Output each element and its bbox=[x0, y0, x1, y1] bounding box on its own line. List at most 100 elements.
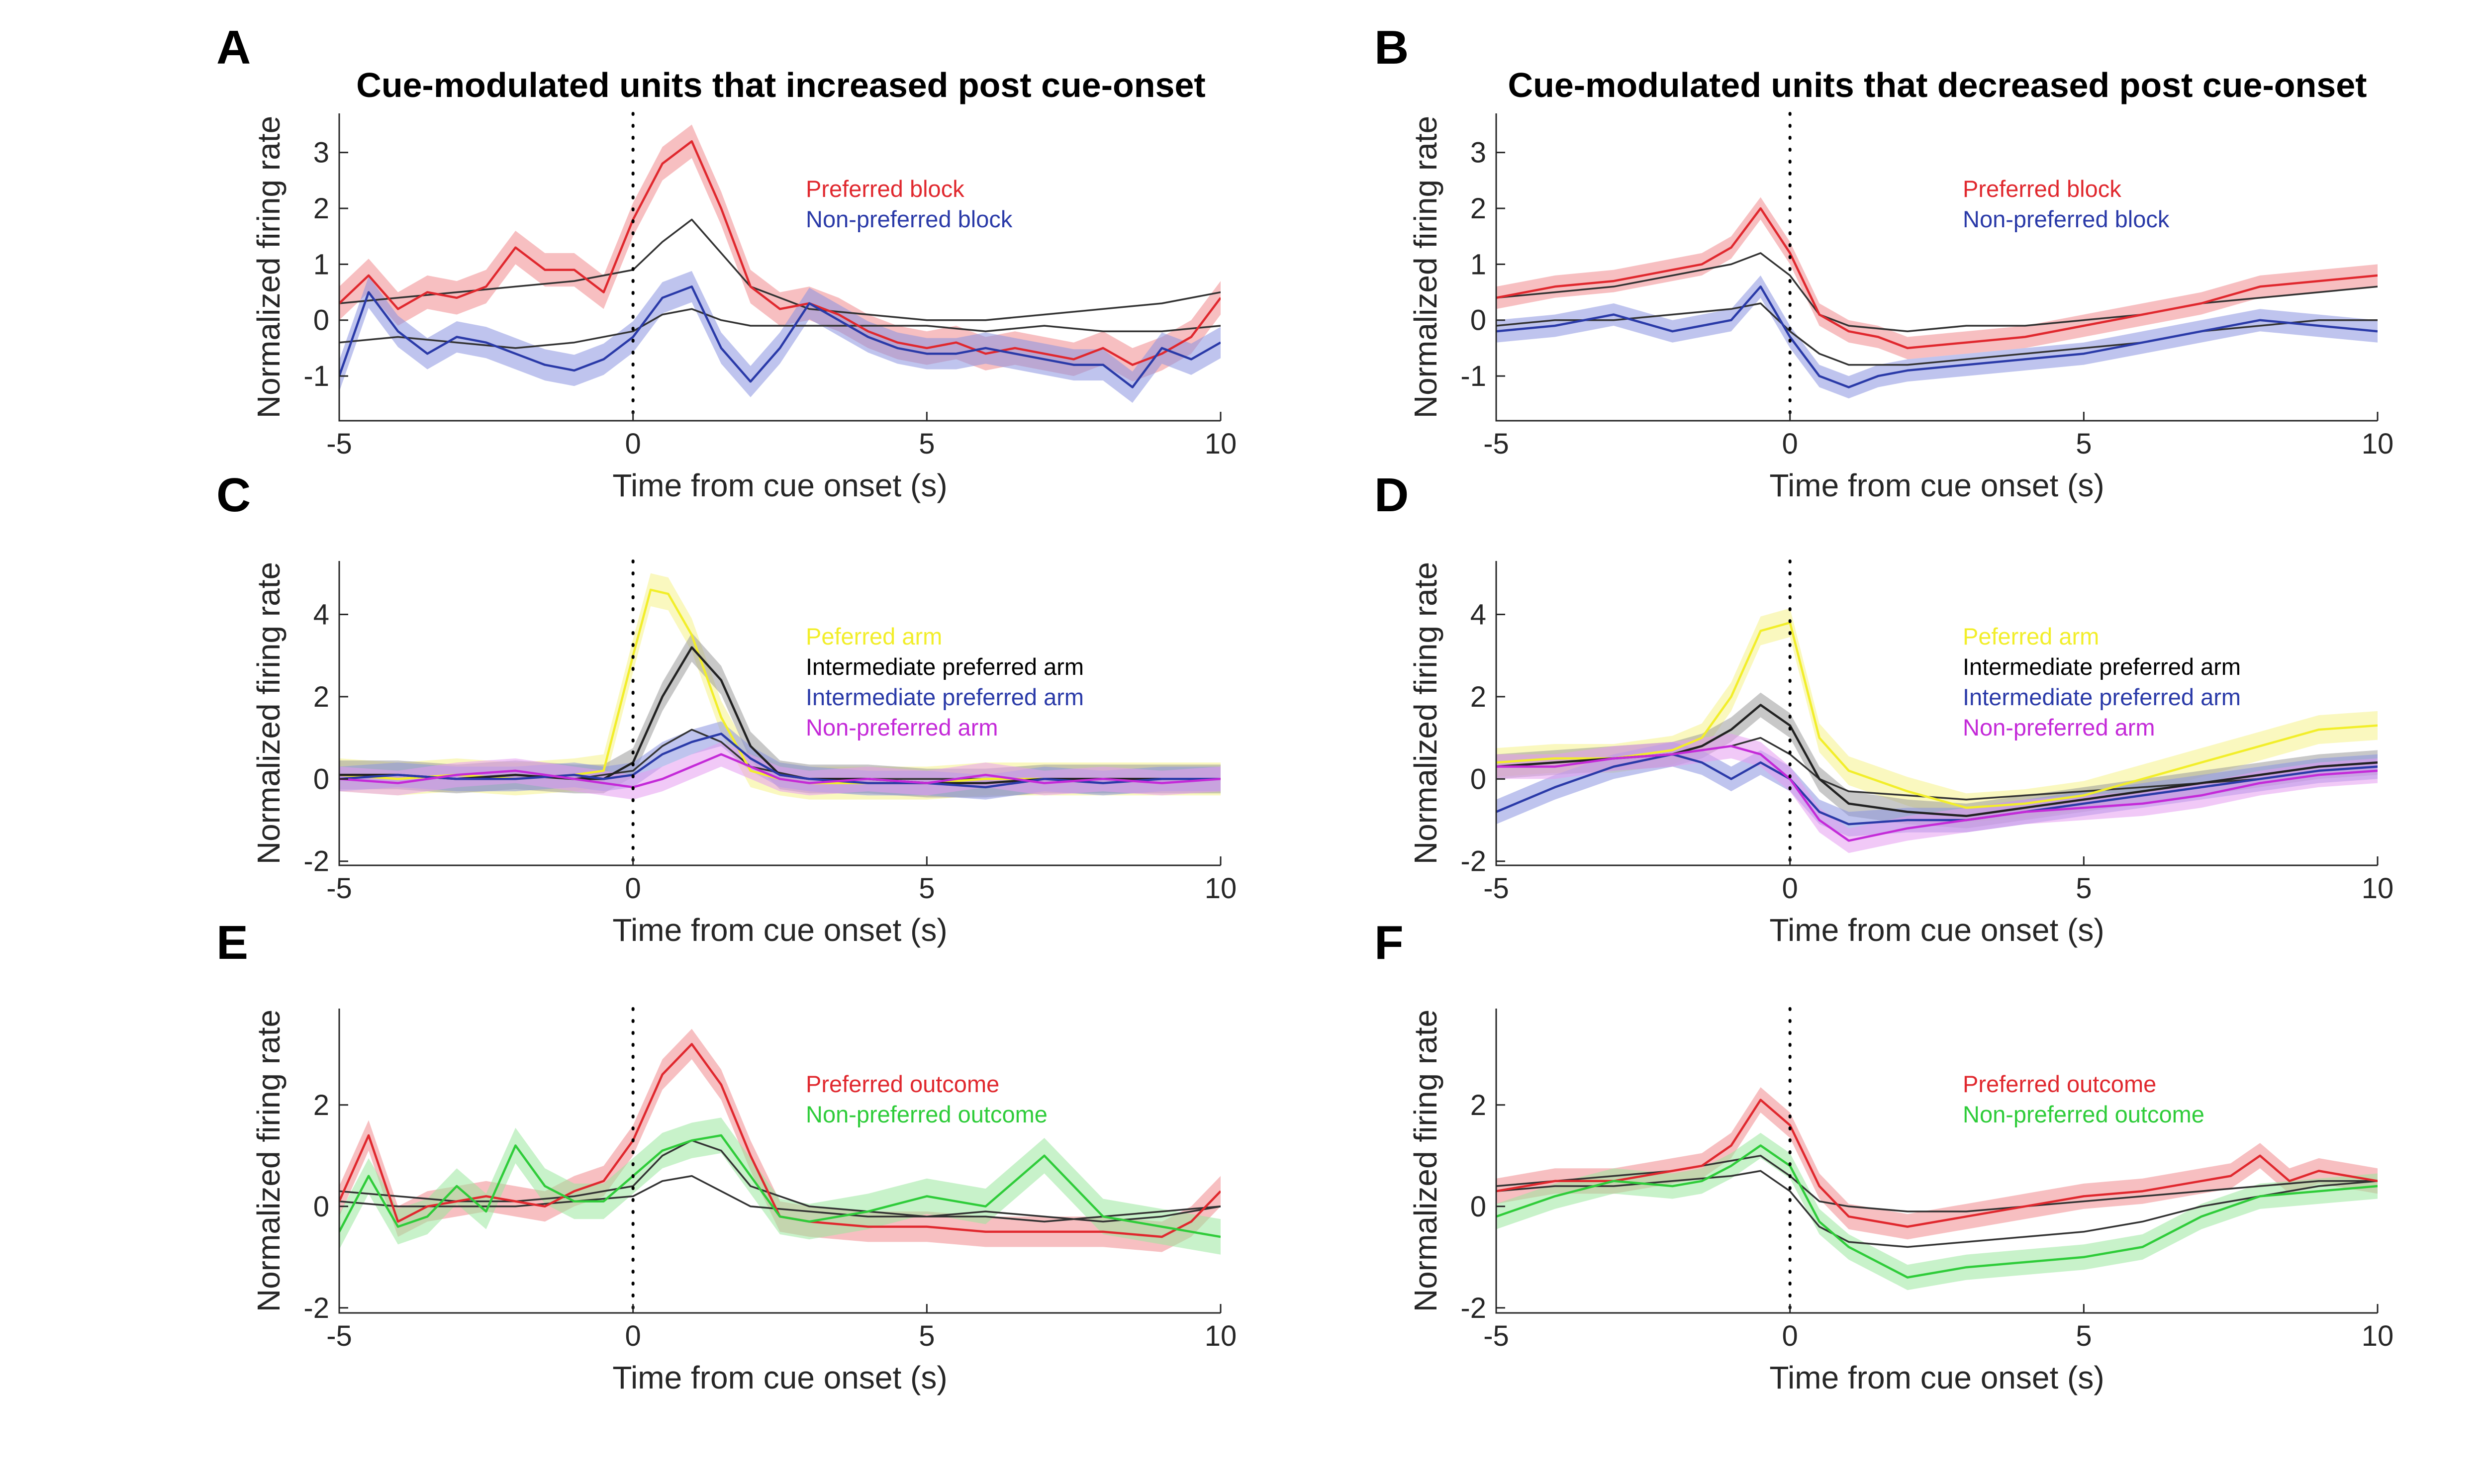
y-tick-label-c: -2 bbox=[303, 845, 329, 878]
y-tick-label-d: 4 bbox=[1470, 599, 1486, 631]
y-tick-label-d: -2 bbox=[1460, 845, 1486, 878]
x-tick-label-f: -5 bbox=[1483, 1320, 1509, 1352]
series-line-a-non-preferred-block-1 bbox=[339, 285, 1221, 388]
y-tick-label-e: 0 bbox=[313, 1191, 329, 1223]
x-tick-label-c: 5 bbox=[919, 872, 935, 905]
plot-area-a bbox=[339, 124, 1221, 403]
legend-entry-d-peferred-arm: Peferred arm bbox=[1963, 623, 2099, 649]
y-tick-label-a: 2 bbox=[313, 192, 329, 225]
x-tick-label-f: 10 bbox=[2362, 1320, 2394, 1352]
sem-band-b-0 bbox=[1496, 197, 2378, 360]
y-tick-label-f: -2 bbox=[1460, 1292, 1486, 1324]
legend-entry-c-non-preferred-arm: Non-preferred arm bbox=[806, 714, 998, 741]
x-tick-label-b: 0 bbox=[1782, 428, 1798, 460]
series-line-d-peferred-arm-0 bbox=[1496, 621, 2378, 809]
y-axis-label-b: Normalized firing rate bbox=[1408, 116, 1443, 418]
sem-band-f-1 bbox=[1496, 1132, 2378, 1291]
y-axis-label-f: Normalized firing rate bbox=[1408, 1010, 1443, 1312]
series-line-e-non-preferred-outcome-1 bbox=[339, 1134, 1221, 1238]
axes-c bbox=[338, 561, 1221, 866]
panel-b-chart: -5 0 5 10 -1 0 1 2 3 Time from cue onset (s) Norma… bbox=[1408, 112, 2394, 503]
sem-band-d-3 bbox=[1496, 734, 2378, 853]
x-tick-label-c: -5 bbox=[326, 872, 352, 905]
panel-f-chart: -5 0 5 10 -2 0 2 Time from cue onset (s) Normali… bbox=[1408, 1007, 2394, 1395]
axes-e bbox=[338, 1009, 1221, 1314]
x-axis-label-a: Time from cue onset (s) bbox=[612, 467, 947, 503]
plot-area-b bbox=[1496, 197, 2378, 399]
x-tick-label-a: 5 bbox=[919, 428, 935, 460]
series-line-c-peferred-arm-0 bbox=[339, 588, 1221, 784]
y-tick-label-a: -1 bbox=[303, 360, 329, 392]
panel-e-chart: -5 0 5 10 -2 0 2 Time from cue onset (s) Normali… bbox=[251, 1007, 1237, 1395]
series-line-a-unit-trace-2 bbox=[339, 218, 1221, 321]
series-line-b-preferred-block-0 bbox=[1496, 207, 2378, 350]
legend-entry-e-preferred-outcome: Preferred outcome bbox=[806, 1071, 999, 1097]
panel-title-b: Cue-modulated units that decreased post … bbox=[1508, 66, 2367, 104]
y-tick-label-b: -1 bbox=[1460, 360, 1486, 392]
y-tick-label-f: 0 bbox=[1470, 1191, 1486, 1223]
legend-entry-a-non-preferred-block: Non-preferred block bbox=[806, 206, 1013, 232]
series-line-c-non-preferred-arm-3 bbox=[339, 753, 1221, 789]
panel-letter-c: C bbox=[216, 468, 251, 522]
series-line-b-unit-trace-2 bbox=[1496, 252, 2378, 332]
x-tick-label-a: 10 bbox=[1205, 428, 1237, 460]
legend-entry-c-intermediate-preferred-arm: Intermediate preferred arm bbox=[806, 653, 1084, 680]
legend-entry-d-intermediate-preferred-arm: Intermediate preferred arm bbox=[1963, 653, 2241, 680]
y-tick-label-b: 2 bbox=[1470, 192, 1486, 225]
series-line-f-preferred-outcome-0 bbox=[1496, 1099, 2378, 1228]
legend-entry-f-non-preferred-outcome: Non-preferred outcome bbox=[1963, 1101, 2204, 1127]
panel-letter-a: A bbox=[216, 21, 251, 74]
y-tick-label-a: 0 bbox=[313, 304, 329, 337]
panel-letter-f: F bbox=[1374, 916, 1404, 969]
y-tick-label-b: 1 bbox=[1470, 248, 1486, 280]
series-line-a-preferred-block-0 bbox=[339, 140, 1221, 366]
sem-band-e-1 bbox=[339, 1117, 1221, 1255]
plot-area-f bbox=[1496, 1087, 2378, 1291]
sem-band-f-0 bbox=[1496, 1087, 2378, 1240]
legend-entry-c-intermediate-preferred-arm: Intermediate preferred arm bbox=[806, 684, 1084, 710]
series-line-c-intermediate-preferred-arm-2 bbox=[339, 733, 1221, 789]
y-tick-label-a: 1 bbox=[313, 248, 329, 280]
legend-entry-d-non-preferred-arm: Non-preferred arm bbox=[1963, 714, 2155, 741]
x-tick-label-c: 10 bbox=[1205, 872, 1237, 905]
x-axis-label-b: Time from cue onset (s) bbox=[1769, 467, 2104, 503]
x-axis-label-f: Time from cue onset (s) bbox=[1769, 1360, 2104, 1395]
series-line-d-non-preferred-arm-3 bbox=[1496, 744, 2378, 842]
y-tick-label-c: 2 bbox=[313, 681, 329, 713]
x-tick-label-a: -5 bbox=[326, 428, 352, 460]
x-tick-label-f: 5 bbox=[2076, 1320, 2092, 1352]
y-tick-label-b: 3 bbox=[1470, 137, 1486, 169]
panel-a-chart: -5 0 5 10 -1 0 1 2 3 Time from cue onset (s) Norma… bbox=[251, 112, 1237, 503]
panel-d-chart: -5 0 5 10 -2 0 2 4 Time from cue onset (s) Normal… bbox=[1408, 559, 2393, 948]
series-line-e-preferred-outcome-0 bbox=[339, 1043, 1221, 1238]
y-tick-label-d: 2 bbox=[1470, 681, 1486, 713]
panel-letter-d: D bbox=[1374, 468, 1409, 522]
plot-area-d bbox=[1496, 608, 2378, 853]
y-tick-label-e: -2 bbox=[303, 1292, 329, 1324]
y-tick-label-e: 2 bbox=[313, 1089, 329, 1121]
legend-entry-f-preferred-outcome: Preferred outcome bbox=[1963, 1071, 2156, 1097]
y-tick-label-d: 0 bbox=[1470, 763, 1486, 795]
legend-entry-b-non-preferred-block: Non-preferred block bbox=[1963, 206, 2170, 232]
panel-letter-e: E bbox=[216, 916, 248, 969]
sem-band-a-0 bbox=[339, 124, 1221, 382]
y-axis-label-d: Normalized firing rate bbox=[1408, 562, 1443, 864]
x-axis-label-e: Time from cue onset (s) bbox=[612, 1360, 947, 1395]
legend-entry-e-non-preferred-outcome: Non-preferred outcome bbox=[806, 1101, 1048, 1127]
x-tick-label-f: 0 bbox=[1782, 1320, 1798, 1352]
y-tick-label-c: 0 bbox=[313, 763, 329, 795]
panel-letter-b: B bbox=[1374, 21, 1409, 74]
legend-entry-a-preferred-block: Preferred block bbox=[806, 176, 964, 202]
y-tick-label-c: 4 bbox=[313, 599, 329, 631]
x-tick-label-e: 10 bbox=[1205, 1320, 1237, 1352]
y-axis-label-e: Normalized firing rate bbox=[251, 1010, 287, 1312]
panel-title-a: Cue-modulated units that increased post … bbox=[356, 66, 1205, 104]
sem-band-d-2 bbox=[1496, 742, 2378, 837]
x-tick-label-d: 0 bbox=[1782, 872, 1798, 905]
x-tick-label-d: 5 bbox=[2076, 872, 2092, 905]
x-tick-label-c: 0 bbox=[625, 872, 641, 905]
x-tick-label-b: 10 bbox=[2362, 428, 2394, 460]
x-tick-label-b: -5 bbox=[1483, 428, 1509, 460]
x-tick-label-a: 0 bbox=[625, 428, 641, 460]
